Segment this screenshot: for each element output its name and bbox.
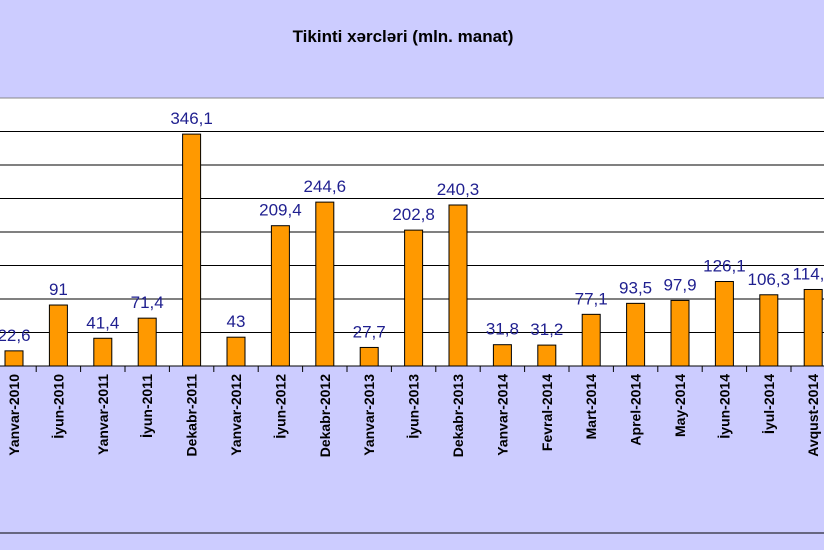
category-label: İyul-2014 [761,374,777,434]
bar [137,317,157,367]
category-label: Avqust-2014 [805,374,821,457]
data-label: 114,2 [793,264,824,283]
bar [404,229,424,367]
category-label: İyun-2010 [50,374,66,439]
category-label: Yanvar-2010 [6,374,22,456]
bar [48,304,68,367]
data-label: 106,3 [748,270,791,289]
bar [182,133,202,367]
bar [492,344,512,367]
data-label: 71,4 [131,293,164,312]
bar [759,294,779,367]
x-axis-ticks [35,366,792,372]
bar [670,299,690,367]
bar [4,350,24,367]
x-axis-labels: Yanvar-2010 İyun-2010 Yanvar-2011 İyun-2011… [6,374,821,457]
category-label: Yanvar-2012 [228,374,244,456]
bar [626,302,646,367]
bar [359,346,379,367]
data-label: 31,2 [530,320,563,339]
bar [803,288,823,367]
data-label: 244,6 [304,177,347,196]
category-label: Mart-2014 [583,374,599,440]
bar [448,204,468,367]
category-label: Yanvar-2011 [95,374,111,455]
data-label: 41,4 [86,313,119,332]
data-label: 209,4 [259,201,302,220]
category-label: Yanvar-2014 [494,374,510,456]
data-label: 346,1 [170,109,213,128]
category-label: İyun-2014 [716,374,732,439]
bar [93,337,113,367]
data-label: 202,8 [392,205,435,224]
category-label: İyun-2012 [272,374,288,439]
category-label: Dekabr-2012 [317,374,333,457]
data-label: 126,1 [703,257,746,276]
data-label: 22,6 [0,326,31,345]
data-label: 31,8 [486,320,519,339]
category-label: İyun-2011 [139,374,155,438]
data-label: 43 [227,312,246,331]
category-label: Dekabr-2013 [450,374,466,457]
data-label: 97,9 [663,275,696,294]
bar [537,344,557,367]
bar [226,336,246,367]
data-label: 240,3 [437,180,480,199]
category-label: Dekabr-2011 [184,374,200,457]
category-label: Aprel-2014 [628,374,644,446]
data-label: 93,5 [619,278,652,297]
bar [714,281,734,367]
category-label: Yanvar-2013 [361,374,377,456]
category-label: May-2014 [672,374,688,437]
data-label: 27,7 [353,322,386,341]
chart-title: Tikinti xərcləri (mln. manat) [293,27,514,46]
data-label: 91 [49,280,68,299]
data-label: 77,1 [575,289,608,308]
bar [270,225,290,367]
category-label: İyun-2013 [406,374,422,439]
category-label: Fevral-2014 [539,374,555,451]
bar [315,201,335,367]
bar [581,313,601,367]
